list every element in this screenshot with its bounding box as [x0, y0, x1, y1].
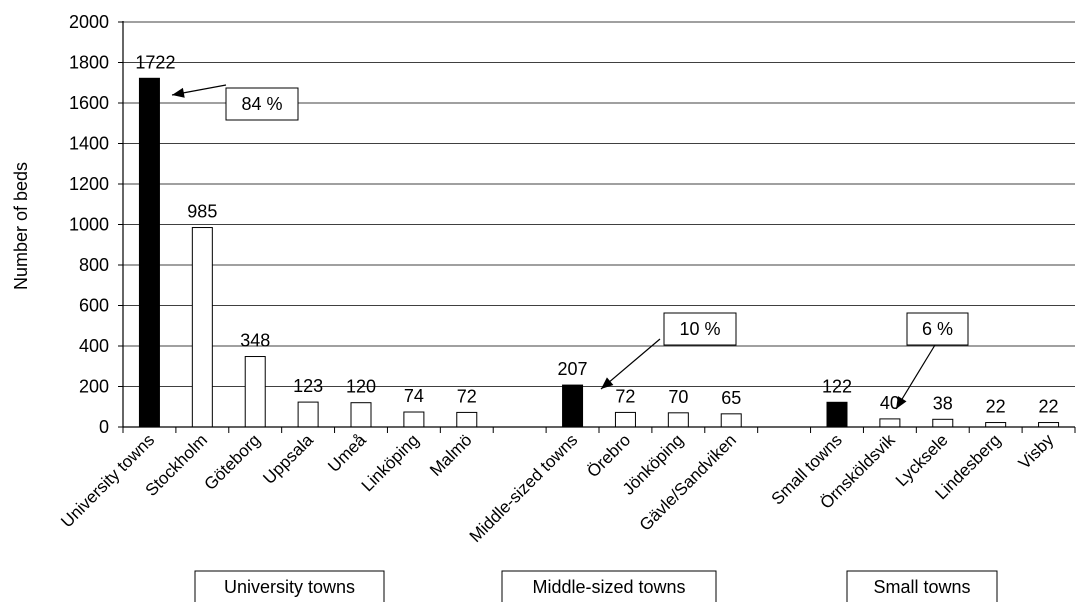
- category-label: Gävle/Sandviken: [636, 430, 740, 534]
- arrow-head: [601, 377, 614, 389]
- data-label: 72: [457, 386, 477, 406]
- category-label: Göteborg: [200, 430, 264, 494]
- share-label: 84 %: [241, 94, 282, 114]
- share-label: 6 %: [922, 319, 953, 339]
- arrow-line: [895, 344, 936, 410]
- data-label: 123: [293, 376, 323, 396]
- data-labels: 1722 985 348 123 120 74 72 207 72 70 65 122 40 38 22 22: [135, 52, 1058, 416]
- group-label: University towns: [224, 577, 355, 597]
- category-label: Umeå: [324, 430, 370, 476]
- arrow-line: [600, 338, 661, 390]
- share-box: [225, 87, 299, 121]
- group-label: Middle-sized towns: [532, 577, 685, 597]
- data-label: 985: [187, 202, 217, 222]
- group-labels: University towns Middle-sized towns Small …: [194, 570, 998, 602]
- y-tick-label: 1000: [69, 215, 109, 235]
- data-label: 74: [404, 386, 424, 406]
- data-label: 207: [558, 359, 588, 379]
- data-label: 38: [933, 393, 953, 413]
- y-tick-label: 0: [99, 417, 109, 437]
- data-label: 348: [240, 331, 270, 351]
- share-label: 10 %: [679, 319, 720, 339]
- bar: [244, 356, 266, 428]
- arrow-head: [896, 396, 907, 409]
- axes: [118, 21, 1076, 433]
- bar: [403, 411, 425, 428]
- bar: [562, 384, 584, 428]
- bar: [985, 422, 1007, 428]
- annotations: 84 % 10 % 6 %: [171, 84, 969, 410]
- y-tick-label: 1200: [69, 174, 109, 194]
- category-label: University towns: [57, 430, 158, 531]
- bar: [350, 402, 372, 428]
- y-tick-label: 1600: [69, 93, 109, 113]
- y-tick-label: 200: [79, 377, 109, 397]
- data-label: 70: [668, 387, 688, 407]
- group-label: Small towns: [873, 577, 970, 597]
- bar: [297, 401, 319, 428]
- bar: [138, 77, 160, 428]
- bar: [879, 418, 901, 428]
- bar: [826, 401, 848, 428]
- category-label: Middle-sized towns: [466, 430, 582, 546]
- y-tick-label: 600: [79, 296, 109, 316]
- y-tick-labels: 0 200 400 600 800 1000 1200 1400 1600 1800 2000: [69, 12, 109, 437]
- y-tick-label: 800: [79, 255, 109, 275]
- arrow-head: [172, 87, 185, 98]
- category-label: Linköping: [358, 430, 423, 495]
- data-label: 40: [880, 393, 900, 413]
- bar: [720, 413, 742, 428]
- bar: [614, 411, 636, 428]
- y-axis-title: Number of beds: [11, 162, 31, 290]
- gridlines: [123, 21, 1075, 387]
- group-box: [194, 570, 385, 602]
- data-label: 120: [346, 377, 376, 397]
- category-labels: University townsStockholmGöteborgUppsala…: [57, 430, 1057, 546]
- y-tick-label: 400: [79, 336, 109, 356]
- bar: [1038, 422, 1060, 428]
- group-box: [846, 570, 998, 602]
- share-box: [663, 312, 737, 346]
- y-tick-label: 1400: [69, 134, 109, 154]
- bar: [667, 412, 689, 428]
- data-label: 122: [822, 376, 852, 396]
- category-label: Uppsala: [259, 430, 317, 488]
- data-label: 22: [1039, 397, 1059, 417]
- bars: [138, 77, 1060, 428]
- data-label: 1722: [135, 52, 175, 72]
- share-box: [906, 312, 969, 346]
- group-box: [501, 570, 717, 602]
- data-label: 65: [721, 388, 741, 408]
- data-label: 22: [986, 397, 1006, 417]
- data-label: 72: [615, 386, 635, 406]
- bar: [191, 227, 213, 428]
- y-tick-label: 2000: [69, 12, 109, 32]
- y-tick-label: 1800: [69, 53, 109, 73]
- category-label: Malmö: [426, 430, 476, 480]
- category-label: Örebro: [583, 430, 634, 481]
- category-label: Visby: [1015, 430, 1058, 473]
- bar: [932, 418, 954, 428]
- bar: [456, 411, 478, 428]
